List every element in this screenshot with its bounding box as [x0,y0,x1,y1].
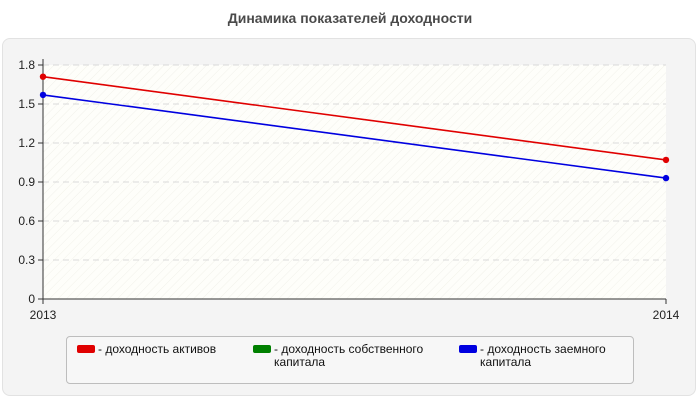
y-tick-label: 0 [28,292,35,306]
series-line-2 [42,94,667,179]
chart-title: Динамика показателей доходности [227,10,473,26]
legend-swatch-assets [77,345,95,353]
data-point-0-0 [39,73,47,80]
y-tick-label: 1.5 [18,97,35,111]
legend-item-debt: - доходность заемного капитала [459,343,640,369]
data-point-2-1 [662,174,670,182]
x-tick-label: 2014 [653,308,680,322]
legend-item-assets: - доходность активов [77,343,258,356]
legend-item-equity: - доходность собственного капитала [253,343,434,369]
y-tick-label: 1.8 [18,58,35,72]
legend-label-equity: - доходность собственного капитала [274,342,424,369]
legend-swatch-debt [459,345,477,353]
series-line-0 [42,75,667,161]
x-tick-label: 2013 [30,308,57,322]
y-tick-label: 0.9 [18,175,35,189]
legend-swatch-equity [253,345,271,353]
legend-label-assets: - доходность активов [98,342,217,356]
data-point-0-1 [662,156,670,164]
y-tick-label: 0.6 [18,214,35,228]
legend-label-debt: - доходность заемного капитала [480,342,606,369]
y-tick-label: 0.3 [18,253,35,267]
y-tick-label: 1.2 [18,136,35,150]
legend: - доходность активов - доходность собств… [66,336,634,384]
data-point-2-0 [39,91,47,99]
